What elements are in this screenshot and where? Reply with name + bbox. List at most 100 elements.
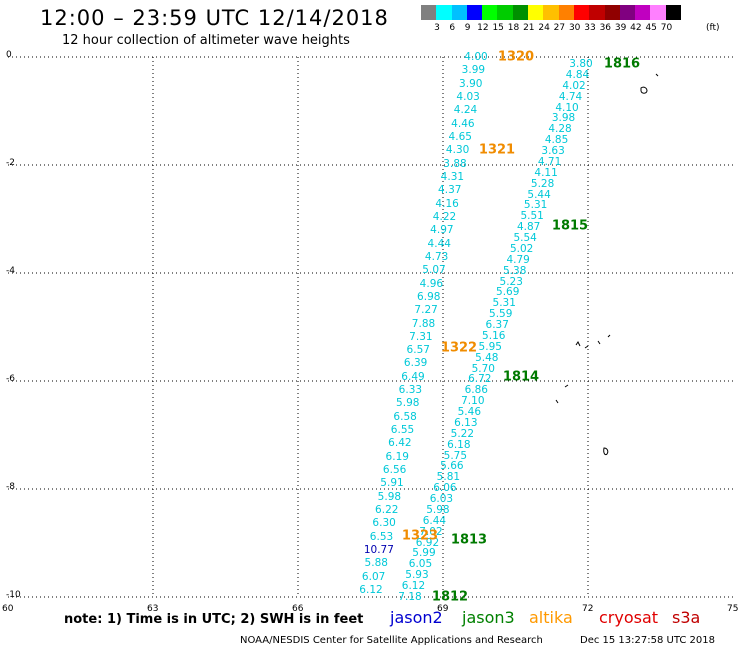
scale-label: 3 [434,23,440,33]
swh-value: 6.12 [359,584,383,596]
swh-value: 7.18 [398,591,422,603]
swh-value: 5.02 [509,242,534,255]
swh-value: 4.79 [506,253,530,266]
pass-label: 1323 [401,528,439,544]
scale-swatch [451,5,467,20]
x-tick-label: 66 [292,604,304,614]
swh-value: 6.98 [417,290,441,303]
swh-value: 5.66 [440,460,464,473]
swh-value: 5.07 [422,264,446,277]
swh-value: 7.02 [419,525,443,538]
swh-value: 4.44 [427,237,451,250]
swh-value: 6.18 [447,438,471,451]
swh-value: 6.05 [408,558,433,571]
swh-value: 4.10 [555,101,579,114]
scale-label: 27 [553,23,566,33]
map-plot [8,56,733,598]
swh-value: 4.71 [537,155,562,168]
scale-label: 18 [507,23,520,33]
scale-swatch [497,5,513,20]
swh-value: 6.44 [422,514,447,527]
legend-jason2: jason2 [390,608,443,627]
swh-value: 7.10 [461,395,485,408]
y-tick-label: 0 [6,50,12,60]
swh-value: 3.90 [459,77,483,90]
swh-value: 5.88 [364,557,388,570]
footer-timestamp: Dec 15 13:27:58 UTC 2018 [580,635,715,646]
swh-value: 3.63 [541,145,565,158]
swh-value: 4.03 [456,90,480,103]
swh-value: 5.91 [380,477,404,490]
swh-value: 4.65 [448,130,472,143]
map-grid [8,56,733,598]
swh-value: 6.06 [433,482,457,495]
swh-value: 5.95 [478,340,502,353]
swh-value: 5.81 [436,471,461,484]
swh-value: 5.70 [471,362,495,375]
scale-label: 12 [477,23,489,33]
header-title: 12:00 – 23:59 UTC 12/14/2018 [40,6,389,30]
swh-value: 6.07 [361,570,386,583]
swh-value: 4.28 [548,123,572,136]
swh-value: 4.30 [445,144,470,157]
color-scale-bar [421,5,682,20]
island-2 [640,86,648,94]
swh-value: 5.99 [412,547,436,560]
swh-value: 5.46 [457,406,482,419]
swh-value: 5.28 [530,177,555,190]
x-tick-label: 69 [437,604,449,614]
footer-note: note: 1) Time is in UTC; 2) SWH is in fe… [64,612,364,627]
swh-value: 6.72 [468,373,492,386]
swh-value: 4.87 [516,221,541,234]
scale-label: 15 [492,23,504,33]
swh-value: 6.53 [369,530,394,543]
swh-value: 3.88 [443,157,467,170]
scale-swatch [650,5,666,20]
scale-swatch [482,5,498,20]
swh-value: 5.48 [475,351,499,364]
scale-swatch [573,5,590,20]
swh-value: 4.11 [534,166,558,179]
scale-label: 36 [599,23,612,33]
y-tick-label: -10 [6,590,21,600]
swh-value: 3.98 [551,112,576,125]
swh-value: 4.37 [438,184,462,197]
swh-value: 6.56 [382,464,407,477]
swh-value: 6.37 [485,319,509,332]
swh-value: 3.80 [569,58,593,70]
grid-lines [8,56,733,598]
swh-value: 6.39 [403,357,428,370]
scale-label: 21 [523,23,535,33]
scale-swatch [635,5,651,20]
swh-value: 4.31 [440,170,465,183]
swh-value: 4.22 [432,210,457,223]
swh-value: 5.59 [489,308,513,321]
x-tick-label: 63 [147,604,159,614]
island-1 [655,73,659,77]
swh-value: 4.24 [453,104,478,117]
scale-swatch [558,5,574,20]
scale-swatch [528,5,544,20]
scale-swatch [543,5,559,20]
swh-value: 5.93 [405,569,429,582]
swh-value: 6.42 [388,437,412,450]
scale-swatch [665,5,682,20]
swh-value: 6.55 [390,424,415,437]
header-subtitle: 12 hour collection of altimeter wave hei… [62,33,350,48]
swh-value: 5.54 [513,232,537,245]
y-tick-label: -2 [6,158,15,168]
swh-value: 5.98 [377,490,402,503]
scale-swatch [589,5,605,20]
swh-value: 5.16 [482,329,506,342]
swh-value: 6.57 [406,344,430,357]
scale-label: 70 [660,23,673,33]
legend-s3a: s3a [672,608,701,627]
legend-cryosat: cryosat [599,608,659,627]
scale-unit-label: (ft) [706,23,720,33]
swh-value: 4.84 [565,68,590,81]
scale-label: 45 [645,23,657,33]
swh-value: 4.73 [424,250,449,263]
swh-value: 5.75 [443,449,468,462]
pass-label: 1813 [450,532,488,548]
legend-jason3: jason3 [462,608,515,627]
